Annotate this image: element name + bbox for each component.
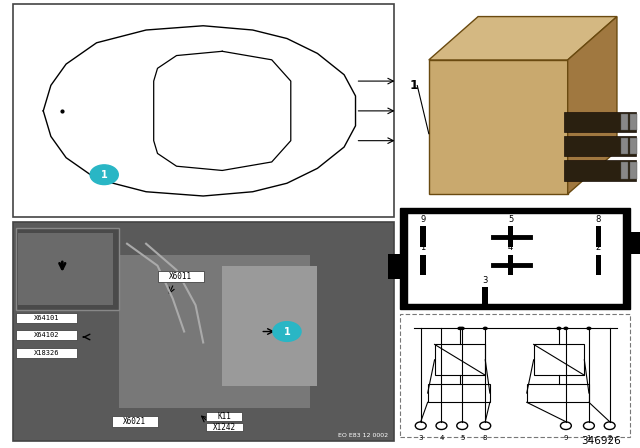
- Text: 1: 1: [410, 79, 419, 92]
- Text: X6021: X6021: [123, 417, 146, 426]
- Text: 2: 2: [607, 435, 612, 441]
- Bar: [621, 163, 628, 179]
- Text: 1: 1: [420, 243, 426, 253]
- Circle shape: [273, 322, 301, 341]
- Bar: [420, 254, 426, 275]
- Bar: [18, 233, 113, 305]
- Bar: [408, 214, 623, 304]
- Bar: [435, 345, 485, 375]
- Bar: [13, 4, 394, 217]
- Bar: [564, 112, 636, 132]
- Bar: [158, 271, 204, 282]
- Text: 4: 4: [439, 435, 444, 441]
- Text: X18326: X18326: [34, 350, 59, 356]
- Bar: [564, 136, 636, 156]
- Bar: [630, 138, 637, 155]
- Circle shape: [556, 327, 561, 330]
- Bar: [206, 412, 242, 421]
- Polygon shape: [568, 17, 617, 194]
- Bar: [400, 314, 630, 437]
- Text: 1: 1: [587, 435, 591, 441]
- Circle shape: [90, 165, 118, 185]
- Polygon shape: [429, 17, 617, 60]
- Bar: [112, 416, 158, 427]
- Text: X64101: X64101: [34, 315, 59, 321]
- Bar: [420, 226, 426, 246]
- Text: 3: 3: [419, 435, 423, 441]
- Circle shape: [586, 327, 591, 330]
- Text: 9: 9: [420, 215, 426, 224]
- Bar: [630, 232, 640, 254]
- Text: K11: K11: [217, 412, 231, 421]
- Text: 8: 8: [483, 435, 488, 441]
- Text: 2: 2: [595, 243, 601, 253]
- Text: 346926: 346926: [581, 436, 621, 446]
- Text: 1: 1: [101, 170, 108, 180]
- Bar: [630, 163, 637, 179]
- Circle shape: [483, 327, 488, 330]
- Bar: [596, 226, 601, 246]
- Bar: [630, 114, 637, 130]
- Bar: [428, 384, 490, 402]
- Text: 1: 1: [284, 327, 291, 336]
- Bar: [16, 228, 119, 310]
- Bar: [621, 114, 628, 130]
- Text: 5: 5: [508, 215, 513, 224]
- Text: 5: 5: [460, 435, 465, 441]
- Bar: [16, 331, 77, 340]
- Bar: [621, 138, 628, 155]
- Text: 9: 9: [564, 435, 568, 441]
- Text: X64102: X64102: [34, 332, 59, 338]
- Bar: [596, 254, 601, 275]
- Bar: [508, 226, 513, 246]
- Bar: [388, 254, 401, 279]
- Bar: [508, 254, 513, 275]
- Text: X1242: X1242: [212, 422, 236, 431]
- Text: 3: 3: [483, 276, 488, 285]
- Bar: [400, 208, 630, 309]
- Bar: [534, 345, 584, 375]
- Bar: [206, 422, 243, 431]
- Bar: [16, 313, 77, 323]
- Bar: [483, 287, 488, 307]
- Bar: [429, 60, 568, 194]
- Text: X6011: X6011: [169, 272, 192, 281]
- Bar: [120, 254, 310, 409]
- Circle shape: [563, 327, 568, 330]
- Bar: [16, 348, 77, 358]
- Text: 8: 8: [595, 215, 601, 224]
- Text: 4: 4: [508, 243, 513, 253]
- Bar: [564, 160, 636, 181]
- Circle shape: [460, 327, 465, 330]
- Bar: [13, 222, 394, 441]
- Bar: [527, 384, 589, 402]
- Text: EO E83 12 0002: EO E83 12 0002: [339, 433, 388, 438]
- Bar: [222, 266, 317, 386]
- Circle shape: [458, 327, 463, 330]
